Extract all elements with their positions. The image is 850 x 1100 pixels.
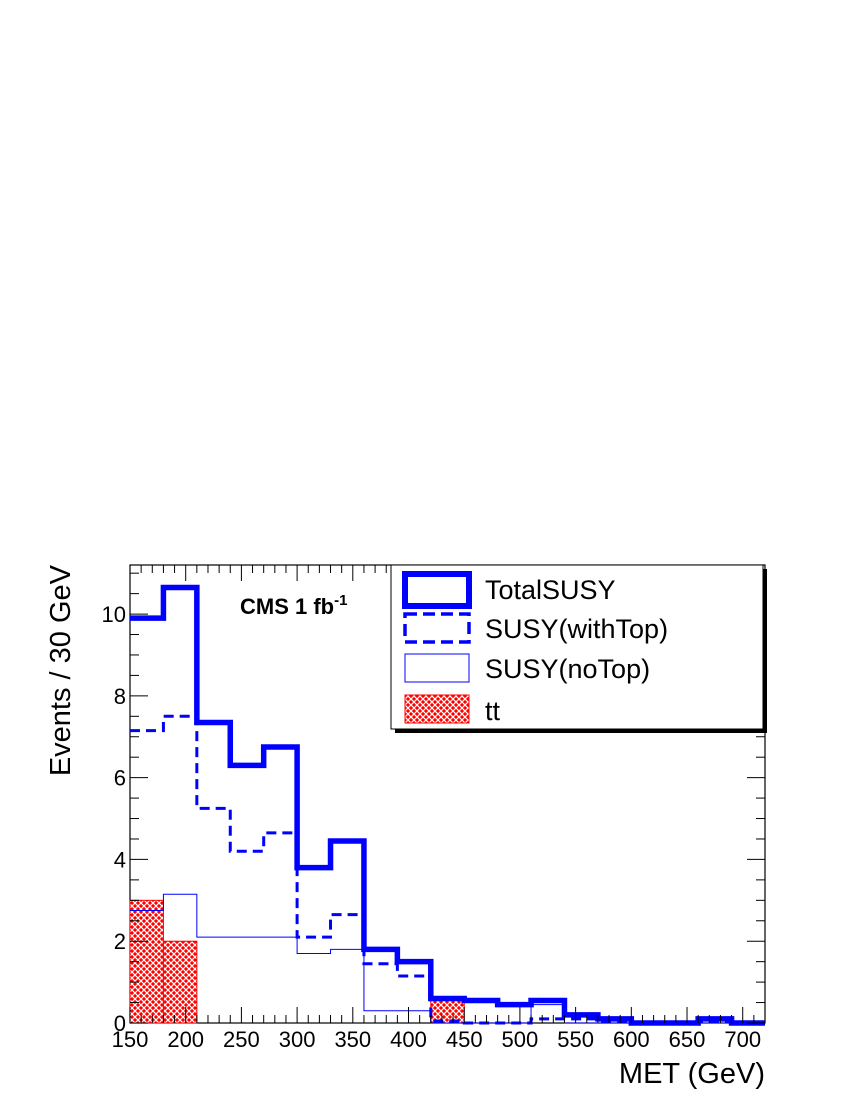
legend-label-tt: tt [485,696,501,726]
x-tick-labels: 150 200 250 300 350 400 450 500 550 600 650 700 [112,1027,761,1052]
y-tick-labels: 0 2 4 6 8 10 [102,602,126,1036]
x-tick-label: 550 [557,1027,594,1052]
x-tick-label: 600 [613,1027,650,1052]
x-axis-title: MET (GeV) [619,1058,765,1090]
y-tick-label: 10 [102,602,126,627]
legend-label-withtop: SUSY(withTop) [485,614,668,644]
x-tick-label: 400 [390,1027,427,1052]
x-tick-label: 500 [502,1027,539,1052]
legend-swatch-totalsusy [402,571,472,609]
y-tick-label: 6 [114,766,126,791]
annotation-text: CMS 1 fb [240,594,334,619]
x-tick-label: 350 [334,1027,371,1052]
legend-swatch-notop [404,653,470,683]
y-tick-label: 4 [114,847,126,872]
y-tick-label: 2 [114,929,126,954]
x-tick-label: 700 [724,1027,761,1052]
x-tick-label: 300 [279,1027,316,1052]
x-tick-label: 450 [446,1027,483,1052]
legend-swatch-tt [404,694,470,724]
legend-label-totalsusy: TotalSUSY [485,575,616,605]
y-tick-label: 8 [114,684,126,709]
legend-label-notop: SUSY(noTop) [485,654,650,684]
y-axis-title: Events / 30 GeV [45,564,77,776]
legend: TotalSUSY SUSY(withTop) SUSY(noTop) tt [390,564,767,733]
legend-swatch-withtop [403,612,471,644]
annotation-label: CMS 1 fb-1 [240,592,347,619]
x-tick-label: 250 [223,1027,260,1052]
y-tick-label: 0 [114,1011,126,1036]
x-tick-label: 200 [167,1027,204,1052]
tt-bar [162,940,198,1024]
x-tick-label: 150 [112,1027,149,1052]
x-tick-label: 650 [669,1027,706,1052]
series-line-notop [130,893,765,1024]
annotation-sup: -1 [334,592,347,609]
